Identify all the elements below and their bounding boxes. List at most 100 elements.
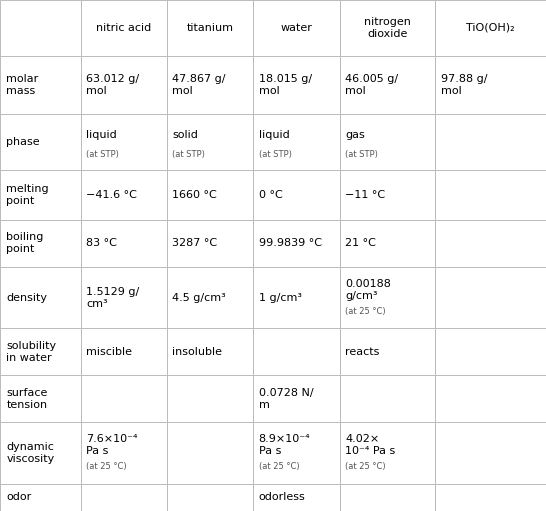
Bar	[340, 170, 435, 220]
Bar	[0, 114, 81, 170]
Bar	[167, 328, 253, 375]
Text: miscible: miscible	[86, 347, 132, 357]
Text: (at STP): (at STP)	[86, 150, 119, 159]
Bar	[340, 220, 435, 267]
Text: 46.005 g/
mol: 46.005 g/ mol	[345, 74, 399, 96]
Text: boiling
point: boiling point	[7, 233, 44, 254]
Bar	[81, 0, 167, 56]
Bar	[253, 220, 340, 267]
Text: nitric acid: nitric acid	[96, 23, 152, 33]
Text: gas: gas	[345, 130, 365, 140]
Text: 63.012 g/
mol: 63.012 g/ mol	[86, 74, 139, 96]
Text: phase: phase	[7, 137, 40, 147]
Bar	[81, 56, 167, 114]
Bar	[167, 114, 253, 170]
Bar	[435, 0, 546, 56]
Bar	[340, 114, 435, 170]
Bar	[81, 114, 167, 170]
Text: (at 25 °C): (at 25 °C)	[258, 462, 299, 471]
Text: 8.9×10⁻⁴
Pa s: 8.9×10⁻⁴ Pa s	[258, 434, 310, 456]
Bar	[0, 170, 81, 220]
Text: density: density	[7, 292, 48, 303]
Bar	[0, 423, 81, 484]
Text: 47.867 g/
mol: 47.867 g/ mol	[172, 74, 225, 96]
Bar	[0, 375, 81, 423]
Text: surface
tension: surface tension	[7, 388, 48, 410]
Bar	[0, 484, 81, 511]
Text: 7.6×10⁻⁴
Pa s: 7.6×10⁻⁴ Pa s	[86, 434, 138, 456]
Bar	[167, 484, 253, 511]
Bar	[340, 56, 435, 114]
Text: (at 25 °C): (at 25 °C)	[345, 462, 386, 471]
Bar	[435, 267, 546, 328]
Bar	[340, 0, 435, 56]
Bar	[167, 170, 253, 220]
Text: reacts: reacts	[345, 347, 379, 357]
Bar	[340, 328, 435, 375]
Bar	[435, 484, 546, 511]
Text: molar
mass: molar mass	[7, 74, 39, 96]
Bar	[167, 267, 253, 328]
Text: −11 °C: −11 °C	[345, 190, 385, 200]
Bar	[0, 220, 81, 267]
Text: TiO(OH)₂: TiO(OH)₂	[466, 23, 515, 33]
Text: solubility
in water: solubility in water	[7, 341, 57, 363]
Text: liquid: liquid	[86, 130, 117, 140]
Bar	[435, 375, 546, 423]
Bar	[81, 328, 167, 375]
Bar	[167, 423, 253, 484]
Text: (at 25 °C): (at 25 °C)	[345, 307, 386, 315]
Bar	[0, 267, 81, 328]
Bar	[0, 56, 81, 114]
Text: 83 °C: 83 °C	[86, 238, 117, 248]
Bar	[340, 267, 435, 328]
Bar	[253, 375, 340, 423]
Text: dynamic
viscosity: dynamic viscosity	[7, 442, 55, 464]
Bar	[81, 267, 167, 328]
Bar	[81, 423, 167, 484]
Bar	[253, 267, 340, 328]
Text: 21 °C: 21 °C	[345, 238, 376, 248]
Text: solid: solid	[172, 130, 198, 140]
Bar	[167, 220, 253, 267]
Text: odorless: odorless	[258, 493, 305, 502]
Text: 1.5129 g/
cm³: 1.5129 g/ cm³	[86, 287, 139, 309]
Text: nitrogen
dioxide: nitrogen dioxide	[364, 17, 411, 39]
Text: 0.0728 N/
m: 0.0728 N/ m	[258, 388, 313, 410]
Bar	[81, 484, 167, 511]
Bar	[0, 0, 81, 56]
Text: (at STP): (at STP)	[345, 150, 378, 159]
Text: 99.9839 °C: 99.9839 °C	[258, 238, 322, 248]
Text: −41.6 °C: −41.6 °C	[86, 190, 137, 200]
Bar	[167, 375, 253, 423]
Bar	[435, 220, 546, 267]
Bar	[0, 328, 81, 375]
Text: water: water	[281, 23, 312, 33]
Text: odor: odor	[7, 493, 32, 502]
Bar	[81, 170, 167, 220]
Text: 0.00188
g/cm³: 0.00188 g/cm³	[345, 278, 391, 300]
Bar	[167, 0, 253, 56]
Bar	[340, 423, 435, 484]
Bar	[435, 170, 546, 220]
Text: 1 g/cm³: 1 g/cm³	[258, 292, 301, 303]
Bar	[435, 114, 546, 170]
Bar	[81, 220, 167, 267]
Text: 0 °C: 0 °C	[258, 190, 282, 200]
Text: 4.02×
10⁻⁴ Pa s: 4.02× 10⁻⁴ Pa s	[345, 434, 395, 456]
Bar	[167, 56, 253, 114]
Bar	[253, 114, 340, 170]
Text: melting
point: melting point	[7, 184, 49, 206]
Text: 18.015 g/
mol: 18.015 g/ mol	[258, 74, 312, 96]
Bar	[253, 170, 340, 220]
Bar	[435, 56, 546, 114]
Bar	[253, 423, 340, 484]
Bar	[340, 484, 435, 511]
Bar	[340, 375, 435, 423]
Bar	[253, 328, 340, 375]
Text: (at 25 °C): (at 25 °C)	[86, 462, 127, 471]
Bar	[253, 0, 340, 56]
Text: liquid: liquid	[258, 130, 289, 140]
Text: (at STP): (at STP)	[172, 150, 205, 159]
Text: 3287 °C: 3287 °C	[172, 238, 217, 248]
